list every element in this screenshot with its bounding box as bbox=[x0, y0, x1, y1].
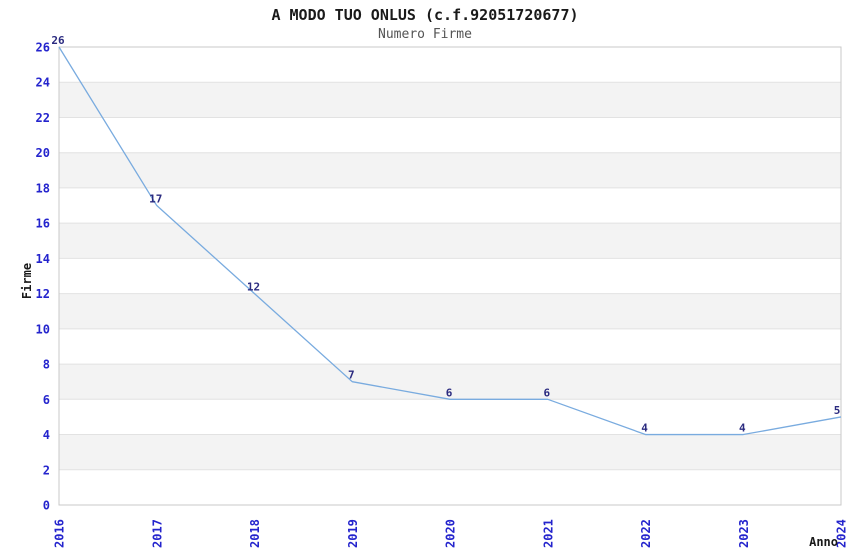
y-tick-label: 12 bbox=[36, 287, 50, 301]
y-tick-label: 18 bbox=[36, 181, 50, 195]
data-point-label: 12 bbox=[247, 281, 260, 294]
y-tick-label: 26 bbox=[36, 41, 50, 55]
y-tick-label: 16 bbox=[36, 217, 50, 231]
grid-band bbox=[59, 434, 841, 470]
series-line bbox=[58, 46, 842, 436]
x-tick-label: 2019 bbox=[346, 519, 360, 548]
y-axis-title: Firme bbox=[20, 263, 34, 299]
x-tick-label: 2017 bbox=[150, 519, 164, 548]
data-point-label: 6 bbox=[446, 386, 453, 399]
grid-band bbox=[59, 364, 841, 400]
grid-band bbox=[59, 152, 841, 188]
x-tick-label: 2023 bbox=[737, 519, 751, 548]
data-point-label: 6 bbox=[543, 386, 550, 399]
y-tick-label: 24 bbox=[36, 76, 50, 90]
data-point-label: 4 bbox=[641, 422, 648, 435]
y-tick-label: 10 bbox=[36, 322, 50, 336]
data-point-label: 26 bbox=[51, 34, 65, 47]
x-tick-label: 2018 bbox=[248, 519, 262, 548]
y-tick-label: 20 bbox=[36, 146, 50, 160]
x-tick-label: 2016 bbox=[53, 519, 67, 548]
y-tick-label: 6 bbox=[43, 393, 50, 407]
y-tick-label: 4 bbox=[43, 428, 50, 442]
data-point-label: 5 bbox=[834, 404, 841, 417]
y-tick-label: 14 bbox=[36, 252, 50, 266]
grid-band bbox=[59, 223, 841, 259]
grid-band bbox=[59, 293, 841, 329]
y-tick-label: 0 bbox=[43, 499, 50, 513]
x-tick-label: 2021 bbox=[541, 519, 555, 548]
x-tick-label: 2024 bbox=[835, 519, 849, 548]
chart-subtitle: Numero Firme bbox=[378, 27, 472, 42]
data-point-label: 4 bbox=[739, 422, 746, 435]
y-tick-label: 22 bbox=[36, 111, 50, 125]
plot-border bbox=[58, 46, 842, 506]
x-axis-title: Anno bbox=[809, 535, 838, 549]
y-tick-label: 8 bbox=[43, 358, 50, 372]
y-tick-label: 2 bbox=[43, 463, 50, 477]
grid-band bbox=[59, 82, 841, 118]
x-tick-label: 2020 bbox=[444, 519, 458, 548]
chart-title: A MODO TUO ONLUS (c.f.92051720677) bbox=[271, 6, 579, 24]
data-point-label: 7 bbox=[348, 369, 355, 382]
x-tick-label: 2022 bbox=[639, 519, 653, 548]
data-point-label: 17 bbox=[149, 193, 162, 206]
